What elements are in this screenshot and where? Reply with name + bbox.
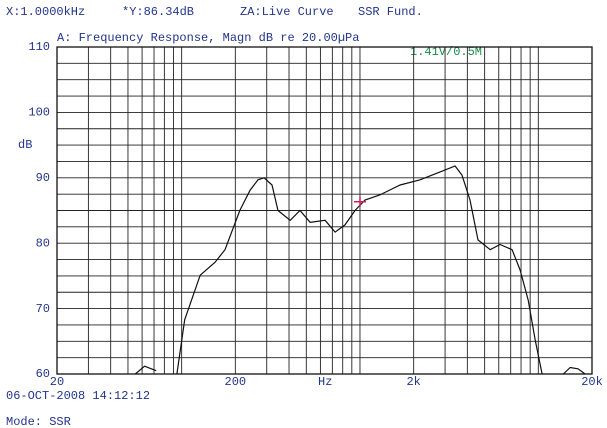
chart-title: A: Frequency Response, Magn dB re 20.00µ… [57,31,359,45]
x-axis-label: Hz [318,375,332,389]
y-tick-label: 100 [28,106,50,120]
y-tick-label: 80 [36,236,50,250]
timestamp: 06-OCT-2008 14:12:12 [6,389,150,403]
y-tick-label: 90 [36,171,50,185]
header-mode: ZA:Live Curve [240,5,334,19]
y-tick-label: 60 [36,367,50,381]
plot-frame [56,46,593,375]
note: 1.41V/0.5M [410,45,482,59]
mode: Mode: SSR [6,415,71,428]
y-tick-label: 70 [36,302,50,316]
y-axis-label: dB [18,138,32,152]
header-fund: SSR Fund. [358,5,423,19]
y-tick-label: 110 [28,40,50,54]
cursor [353,196,366,207]
curve [134,165,586,375]
header-x: X:1.0000kHz [6,5,85,19]
x-tick-label: 200 [225,375,247,389]
x-tick-label: 20 [50,375,64,389]
header-y: *Y:86.34dB [122,5,194,19]
x-tick-label: 20k [581,375,603,389]
x-tick-label: 2k [406,375,420,389]
